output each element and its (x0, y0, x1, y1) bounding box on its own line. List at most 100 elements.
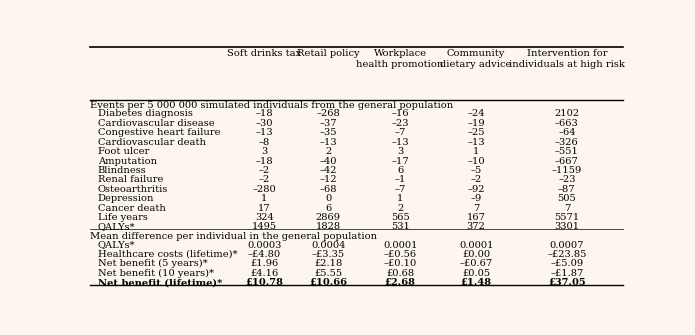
Text: Blindness: Blindness (97, 166, 147, 175)
Text: –64: –64 (558, 128, 575, 137)
Text: Community
dietary advice: Community dietary advice (441, 49, 512, 69)
Text: 372: 372 (467, 222, 486, 231)
Text: Osteoarthritis: Osteoarthritis (97, 185, 168, 194)
Text: £5.55: £5.55 (314, 269, 342, 278)
Text: 1: 1 (473, 147, 480, 156)
Text: –2: –2 (471, 176, 482, 184)
Text: –£0.67: –£0.67 (459, 259, 493, 268)
Text: –17: –17 (391, 156, 409, 165)
Text: –268: –268 (316, 110, 340, 119)
Text: 324: 324 (255, 213, 274, 222)
Text: –2: –2 (259, 166, 270, 175)
Text: –13: –13 (467, 138, 485, 147)
Text: –35: –35 (320, 128, 337, 137)
Text: £2.18: £2.18 (314, 259, 343, 268)
Text: –18: –18 (255, 110, 273, 119)
Text: 1: 1 (261, 194, 268, 203)
Text: Renal failure: Renal failure (97, 176, 163, 184)
Text: –25: –25 (468, 128, 485, 137)
Text: –23: –23 (558, 176, 575, 184)
Text: –12: –12 (320, 176, 337, 184)
Text: Amputation: Amputation (97, 156, 157, 165)
Text: –663: –663 (555, 119, 579, 128)
Text: –13: –13 (320, 138, 337, 147)
Text: Depression: Depression (97, 194, 154, 203)
Text: –2: –2 (259, 176, 270, 184)
Text: –87: –87 (558, 185, 575, 194)
Text: 1: 1 (397, 194, 403, 203)
Text: QALYs*: QALYs* (97, 222, 135, 231)
Text: Life years: Life years (97, 213, 147, 222)
Text: –5: –5 (471, 166, 482, 175)
Text: –13: –13 (255, 128, 273, 137)
Text: –£0.56: –£0.56 (384, 250, 417, 259)
Text: Cancer death: Cancer death (97, 204, 165, 213)
Text: £1.96: £1.96 (250, 259, 278, 268)
Text: 1828: 1828 (316, 222, 341, 231)
Text: Net benefit (10 years)*: Net benefit (10 years)* (97, 269, 213, 278)
Text: 2: 2 (397, 204, 403, 213)
Text: Net benefit (lifetime)*: Net benefit (lifetime)* (97, 278, 222, 287)
Text: 0.0001: 0.0001 (383, 241, 418, 250)
Text: Cardiovascular death: Cardiovascular death (97, 138, 206, 147)
Text: –68: –68 (320, 185, 337, 194)
Text: 0: 0 (325, 194, 332, 203)
Text: 531: 531 (391, 222, 409, 231)
Text: –8: –8 (259, 138, 270, 147)
Text: 505: 505 (557, 194, 576, 203)
Text: 565: 565 (391, 213, 409, 222)
Text: Diabetes diagnosis: Diabetes diagnosis (97, 110, 193, 119)
Text: –23: –23 (391, 119, 409, 128)
Text: –10: –10 (467, 156, 485, 165)
Text: –£4.80: –£4.80 (247, 250, 281, 259)
Text: –1: –1 (395, 176, 406, 184)
Text: £0.05: £0.05 (462, 269, 490, 278)
Text: –7: –7 (395, 185, 406, 194)
Text: 7: 7 (564, 204, 570, 213)
Text: £2.68: £2.68 (384, 278, 416, 287)
Text: 2869: 2869 (316, 213, 341, 222)
Text: Cardiovascular disease: Cardiovascular disease (97, 119, 214, 128)
Text: 5571: 5571 (554, 213, 580, 222)
Text: –9: –9 (471, 194, 482, 203)
Text: –16: –16 (391, 110, 409, 119)
Text: –667: –667 (555, 156, 579, 165)
Text: 2: 2 (325, 147, 332, 156)
Text: –326: –326 (555, 138, 579, 147)
Text: 3301: 3301 (554, 222, 580, 231)
Text: £4.16: £4.16 (250, 269, 278, 278)
Text: Retail policy: Retail policy (297, 49, 359, 58)
Text: 0.0001: 0.0001 (459, 241, 493, 250)
Text: –24: –24 (468, 110, 485, 119)
Text: –40: –40 (320, 156, 337, 165)
Text: –30: –30 (256, 119, 273, 128)
Text: £0.68: £0.68 (386, 269, 414, 278)
Text: Workplace
health promotion: Workplace health promotion (357, 49, 444, 69)
Text: 17: 17 (258, 204, 270, 213)
Text: £37.05: £37.05 (548, 278, 586, 287)
Text: 1495: 1495 (252, 222, 277, 231)
Text: –£0.10: –£0.10 (384, 259, 417, 268)
Text: £0.00: £0.00 (462, 250, 490, 259)
Text: –551: –551 (555, 147, 579, 156)
Text: 6: 6 (325, 204, 332, 213)
Text: –£5.09: –£5.09 (550, 259, 583, 268)
Text: £1.48: £1.48 (461, 278, 492, 287)
Text: –42: –42 (320, 166, 337, 175)
Text: –£23.85: –£23.85 (547, 250, 587, 259)
Text: Intervention for
individuals at high risk: Intervention for individuals at high ris… (509, 49, 625, 69)
Text: –7: –7 (395, 128, 406, 137)
Text: –1159: –1159 (552, 166, 582, 175)
Text: 3: 3 (397, 147, 403, 156)
Text: Healthcare costs (lifetime)*: Healthcare costs (lifetime)* (97, 250, 237, 259)
Text: 6: 6 (397, 166, 403, 175)
Text: 0.0007: 0.0007 (550, 241, 584, 250)
Text: 2102: 2102 (554, 110, 580, 119)
Text: 0.0003: 0.0003 (247, 241, 281, 250)
Text: £10.66: £10.66 (309, 278, 348, 287)
Text: –280: –280 (252, 185, 276, 194)
Text: –37: –37 (320, 119, 337, 128)
Text: Congestive heart failure: Congestive heart failure (97, 128, 220, 137)
Text: 3: 3 (261, 147, 268, 156)
Text: –13: –13 (391, 138, 409, 147)
